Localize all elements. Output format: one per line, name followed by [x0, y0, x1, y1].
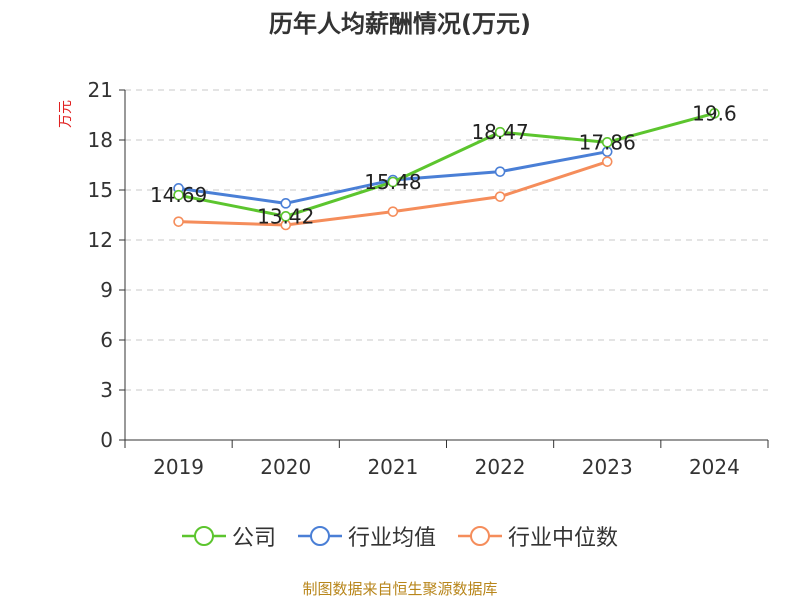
data-point — [280, 198, 292, 209]
data-label: 19.6 — [692, 101, 737, 125]
x-tick-label: 2019 — [153, 455, 204, 479]
data-point — [173, 189, 184, 201]
y-tick-label: 15 — [88, 178, 113, 202]
data-point — [173, 216, 184, 227]
legend-label: 行业中位数 — [508, 526, 619, 551]
legend-swatch-icon — [181, 526, 226, 546]
data-point — [709, 108, 720, 119]
data-point — [387, 176, 399, 188]
legend-label: 行业均值 — [347, 526, 436, 551]
y-tick-label: 12 — [88, 228, 113, 252]
source-note: 制图数据来自恒生聚源数据库 — [302, 580, 498, 598]
x-tick-label: 2023 — [582, 455, 633, 479]
data-label: 17.86 — [579, 130, 636, 154]
data-label: 15.48 — [364, 170, 421, 194]
legend-label: 公司 — [231, 526, 276, 551]
data-point — [280, 211, 292, 222]
y-tick-label: 3 — [100, 378, 113, 402]
y-tick-label: 0 — [100, 428, 113, 452]
y-tick-label: 18 — [88, 128, 113, 152]
legend-item[interactable]: 公司 — [181, 520, 276, 552]
legend-swatch-icon — [297, 526, 342, 546]
data-point — [387, 206, 399, 217]
legend-item[interactable]: 行业中位数 — [458, 520, 618, 552]
x-tick-label: 2020 — [260, 455, 311, 479]
data-point — [494, 166, 506, 177]
x-tick-label: 2024 — [689, 455, 740, 479]
data-label: 14.69 — [150, 183, 207, 207]
x-tick-label: 2022 — [475, 455, 526, 479]
data-point — [601, 156, 613, 167]
data-point — [494, 126, 506, 138]
x-tick-label: 2021 — [367, 455, 418, 479]
data-point — [601, 137, 613, 148]
legend-swatch-icon — [458, 526, 502, 546]
y-tick-label: 9 — [100, 278, 113, 302]
chart-title: 历年人均薪酬情况(万元) — [269, 10, 531, 38]
data-label: 13.42 — [257, 204, 314, 228]
y-tick-label: 6 — [100, 328, 113, 352]
data-label: 18.47 — [471, 120, 528, 144]
data-point — [494, 191, 506, 202]
series-line-company — [178, 111, 715, 218]
y-tick-label: 21 — [88, 78, 113, 102]
legend: 公司 行业均值 行业中位数 — [0, 520, 800, 552]
legend-item[interactable]: 行业均值 — [297, 520, 436, 552]
line-chart: 0 3 6 9 12 15 18 21 2019 2020 2021 2022 2023 2024 14.6… — [88, 78, 769, 479]
